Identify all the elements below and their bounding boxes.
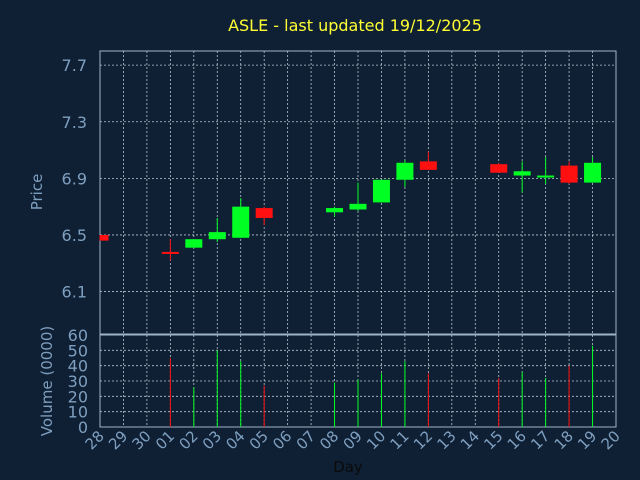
candle-body bbox=[255, 208, 273, 218]
day-tick-label: 01 bbox=[152, 427, 178, 453]
candle-body bbox=[232, 206, 250, 238]
day-tick-label: 05 bbox=[246, 427, 272, 453]
volume-tick-label: 40 bbox=[68, 357, 88, 376]
price-tick-label: 7.3 bbox=[62, 113, 87, 132]
day-tick-label: 20 bbox=[598, 427, 624, 453]
day-tick-label: 29 bbox=[105, 427, 131, 453]
price-panel: 6.1 6.5 6.9 7.3 7.7 bbox=[62, 50, 617, 335]
volume-tick-label: 30 bbox=[68, 372, 88, 391]
candle-body bbox=[490, 164, 508, 173]
day-tick-label: 08 bbox=[316, 427, 342, 453]
candle-body bbox=[396, 162, 414, 180]
volume-tick-label: 10 bbox=[68, 403, 88, 422]
candle-body bbox=[419, 161, 437, 170]
candle-body bbox=[560, 165, 578, 183]
day-tick-label: 18 bbox=[551, 427, 577, 453]
volume-tick-label: 60 bbox=[68, 326, 88, 345]
price-axis-label: Price bbox=[28, 174, 46, 211]
volume-tick-label: 20 bbox=[68, 387, 88, 406]
price-tick-label: 6.1 bbox=[62, 283, 87, 302]
x-axis: 2829300102030405060708091011121314151617… bbox=[82, 427, 624, 453]
day-tick-label: 19 bbox=[574, 427, 600, 453]
day-tick-label: 07 bbox=[293, 427, 319, 453]
day-tick-label: 30 bbox=[129, 427, 155, 453]
price-tick-label: 6.9 bbox=[62, 169, 87, 188]
day-tick-label: 13 bbox=[433, 427, 459, 453]
day-tick-label: 14 bbox=[457, 427, 483, 453]
chart-title: ASLE - last updated 19/12/2025 bbox=[228, 16, 482, 35]
candle-body bbox=[326, 208, 344, 213]
volume-tick-label: 50 bbox=[68, 341, 88, 360]
candle-body bbox=[185, 239, 203, 248]
day-tick-label: 12 bbox=[410, 427, 436, 453]
candle-body bbox=[349, 203, 367, 210]
day-tick-label: 15 bbox=[480, 427, 506, 453]
candle-body bbox=[513, 171, 531, 176]
price-tick-label: 6.5 bbox=[62, 226, 87, 245]
candle-body bbox=[537, 175, 555, 178]
candle-body bbox=[372, 179, 390, 203]
day-tick-label: 06 bbox=[269, 427, 295, 453]
candle-body bbox=[100, 234, 109, 241]
candle-body bbox=[584, 162, 602, 183]
day-tick-label: 03 bbox=[199, 427, 225, 453]
day-tick-label: 11 bbox=[387, 427, 413, 453]
day-tick-label: 02 bbox=[175, 427, 201, 453]
day-tick-label: 09 bbox=[340, 427, 366, 453]
price-tick-label: 7.7 bbox=[62, 56, 87, 75]
candle-body bbox=[161, 251, 179, 254]
day-tick-label: 04 bbox=[222, 427, 248, 453]
x-axis-label: Day bbox=[333, 458, 363, 476]
volume-tick-label: 0 bbox=[78, 418, 88, 437]
day-tick-label: 17 bbox=[527, 427, 553, 453]
day-tick-label: 10 bbox=[363, 427, 389, 453]
volume-axis-label: Volume (0000) bbox=[38, 326, 56, 436]
day-tick-label: 16 bbox=[504, 427, 530, 453]
candle-body bbox=[208, 232, 226, 240]
